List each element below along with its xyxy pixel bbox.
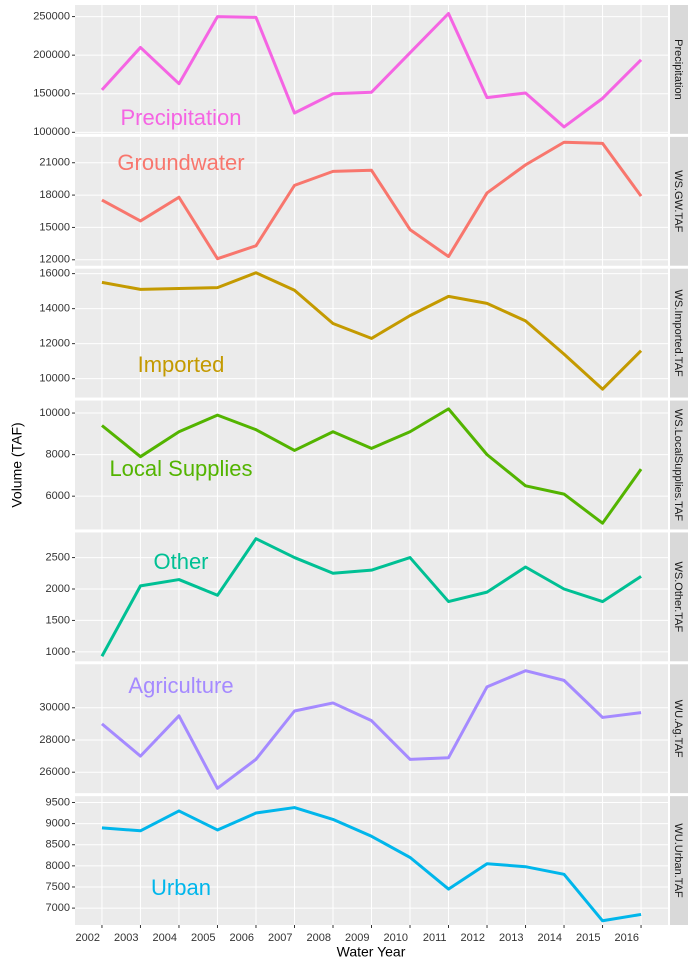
strip-background	[670, 136, 688, 266]
x-tick-label: 2002	[75, 932, 99, 944]
data-line	[101, 271, 643, 391]
y-tick-label: 10000	[39, 373, 70, 385]
strip-label: WS.LocalSupplies.TAF	[672, 409, 684, 522]
strip-label: WU.Urban.TAF	[672, 823, 684, 898]
data-line	[101, 806, 642, 923]
y-axis-title: Volume (TAF)	[9, 422, 25, 507]
annotation: Other	[153, 549, 208, 574]
y-tick-label: 16000	[39, 268, 70, 280]
y-tick-label: 18000	[39, 189, 70, 201]
y-tick-label: 250000	[33, 10, 70, 22]
annotation: Imported	[138, 352, 225, 377]
strip-background	[670, 268, 688, 398]
x-tick-label: 2010	[384, 932, 408, 944]
strip-label: WS.GW.TAF	[672, 170, 684, 232]
y-tick-label: 1500	[46, 614, 70, 626]
data-line	[101, 407, 643, 525]
annotation: Urban	[151, 875, 211, 900]
y-tick-label: 8000	[46, 449, 70, 461]
annotation: Groundwater	[117, 150, 244, 175]
x-tick-label: 2008	[307, 932, 331, 944]
annotation: Local Supplies	[109, 456, 252, 481]
y-tick-label: 9000	[46, 818, 70, 830]
y-tick-label: 8000	[46, 860, 70, 872]
x-tick-label: 2013	[499, 932, 523, 944]
x-tick-label: 2007	[268, 932, 292, 944]
y-tick-label: 12000	[39, 254, 70, 266]
x-tick-label: 2012	[461, 932, 485, 944]
strip-background	[670, 532, 688, 662]
y-tick-label: 28000	[39, 734, 70, 746]
y-tick-label: 12000	[39, 338, 70, 350]
data-line	[100, 669, 642, 790]
strip-label: WU.Ag.TAF	[672, 700, 684, 758]
y-tick-label: 15000	[39, 221, 70, 233]
y-tick-label: 150000	[33, 88, 70, 100]
x-tick-label: 2006	[229, 932, 253, 944]
x-tick-label: 2003	[114, 932, 138, 944]
x-tick-label: 2009	[345, 932, 369, 944]
strip-background	[670, 664, 688, 794]
strip-label: Precipitation	[672, 39, 684, 100]
x-tick-label: 2016	[615, 932, 639, 944]
x-tick-label: 2014	[538, 932, 562, 944]
data-line	[100, 537, 642, 657]
strip-background	[670, 796, 688, 925]
strip-label: WS.Other.TAF	[672, 562, 684, 633]
y-tick-label: 100000	[33, 126, 70, 138]
y-tick-label: 21000	[39, 157, 70, 169]
data-line	[100, 11, 643, 129]
y-tick-label: 26000	[39, 766, 70, 778]
y-tick-label: 200000	[33, 49, 70, 61]
x-axis-title: Water Year	[337, 944, 406, 960]
y-tick-label: 6000	[46, 490, 70, 502]
y-tick-label: 2000	[46, 583, 70, 595]
y-tick-label: 10000	[39, 407, 70, 419]
x-tick-label: 2004	[152, 932, 176, 944]
x-tick-label: 2011	[423, 932, 447, 944]
strip-background	[670, 400, 688, 530]
y-tick-label: 9500	[46, 796, 70, 808]
y-tick-label: 2500	[46, 551, 70, 563]
y-tick-label: 7000	[46, 902, 70, 914]
x-tick-label: 2015	[576, 932, 600, 944]
y-tick-label: 1000	[46, 646, 70, 658]
strip-background	[670, 5, 688, 134]
y-tick-label: 8500	[46, 839, 70, 851]
annotation: Agriculture	[128, 673, 233, 698]
strip-label: WS.Imported.TAF	[672, 290, 684, 377]
annotation: Precipitation	[120, 105, 241, 130]
y-tick-label: 7500	[46, 881, 70, 893]
y-tick-label: 30000	[39, 702, 70, 714]
x-tick-label: 2005	[191, 932, 215, 944]
y-tick-label: 14000	[39, 303, 70, 315]
data-line	[101, 140, 643, 261]
